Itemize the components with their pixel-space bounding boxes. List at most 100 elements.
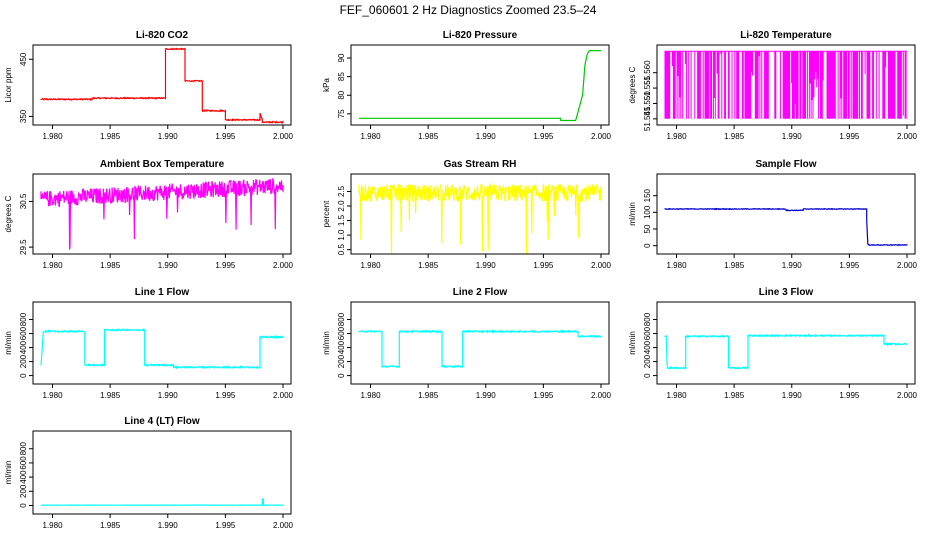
x-tick-label: 1.985 (724, 391, 745, 400)
y-tick-label: 51.545 (643, 106, 652, 131)
chart-title: Line 3 Flow (759, 287, 814, 298)
y-tick-label: 2.5 (337, 185, 346, 197)
y-tick-label: 400 (643, 340, 652, 354)
y-axis-label: Licor ppm (4, 67, 13, 102)
x-tick-label: 1.990 (158, 261, 179, 270)
chart-6: Sample Flow ml/min 1.980 1.985 1.990 1.995 2.0… (628, 159, 918, 270)
y-tick-label: 600 (337, 326, 346, 340)
y-tick-label: 51.550 (643, 91, 652, 116)
y-tick-label: 400 (337, 340, 346, 354)
chart-title: Line 1 Flow (135, 287, 190, 298)
plot-frame (350, 44, 610, 126)
y-tick-label: 0 (337, 373, 346, 378)
y-axis-label: ml/min (628, 331, 637, 355)
x-tick-label: 1.990 (782, 261, 803, 270)
y-tick-label: 1.5 (337, 214, 346, 226)
chart-title: Gas Stream RH (444, 159, 517, 170)
x-tick-label: 1.995 (839, 391, 860, 400)
x-tick-label: 1.990 (158, 132, 179, 141)
y-tick-label: 400 (19, 470, 28, 484)
x-tick-label: 1.995 (215, 261, 236, 270)
x-tick-label: 1.990 (782, 391, 803, 400)
y-tick-label: 400 (19, 340, 28, 354)
x-tick-label: 1.980 (43, 132, 64, 141)
y-tick-label: 800 (643, 312, 652, 326)
y-axis-label: ml/min (322, 331, 331, 355)
y-tick-label: 200 (643, 354, 652, 368)
y-tick-label: 90 (337, 53, 346, 62)
x-tick-label: 1.990 (476, 261, 497, 270)
y-tick-label: 800 (337, 312, 346, 326)
y-tick-label: 29.5 (19, 239, 28, 255)
x-tick-label: 1.985 (100, 132, 121, 141)
y-tick-label: 600 (19, 326, 28, 340)
y-tick-label: 800 (19, 442, 28, 456)
x-tick-label: 1.995 (533, 391, 554, 400)
x-tick-label: 1.995 (839, 261, 860, 270)
y-tick-label: 600 (643, 326, 652, 340)
x-tick-label: 1.980 (361, 132, 382, 141)
y-tick-label: 51.560 (643, 60, 652, 85)
y-tick-label: 0 (643, 373, 652, 378)
x-tick-label: 2.000 (273, 391, 294, 400)
x-tick-label: 1.995 (215, 132, 236, 141)
x-tick-label: 2.000 (897, 132, 918, 141)
chart-title: Ambient Box Temperature (100, 159, 225, 170)
x-tick-label: 1.980 (43, 261, 64, 270)
plot-frame (656, 173, 916, 255)
series-line (664, 207, 908, 247)
series-line (40, 47, 284, 124)
y-tick-label: 100 (643, 205, 652, 219)
figure-title: FEF_060601 2 Hz Diagnostics Zoomed 23.5–… (340, 3, 597, 17)
panels: Li-820 CO2 Licor ppm 1.980 1.985 1.990 1.995 2… (4, 30, 918, 530)
series-line (358, 182, 602, 254)
plot-frame (656, 44, 916, 126)
x-tick-label: 1.985 (724, 132, 745, 141)
y-axis-label: ml/min (4, 331, 13, 355)
chart-1: Li-820 CO2 Licor ppm 1.980 1.985 1.990 1.995 2… (4, 30, 294, 141)
x-tick-label: 1.980 (43, 521, 64, 530)
chart-title: Li-820 Pressure (443, 30, 518, 41)
chart-9: Line 3 Flow ml/min 1.980 1.985 1.990 1.995 2.0… (628, 287, 918, 400)
y-tick-label: 30.5 (19, 193, 28, 209)
plot-frame (656, 301, 916, 385)
x-tick-label: 1.990 (158, 391, 179, 400)
x-tick-label: 1.980 (667, 261, 688, 270)
series-line (359, 49, 601, 122)
series-line (40, 498, 284, 507)
x-tick-label: 2.000 (273, 261, 294, 270)
x-tick-label: 1.985 (100, 391, 121, 400)
y-tick-label: 600 (19, 456, 28, 470)
plot-frame (32, 430, 292, 515)
plot-frame (32, 44, 292, 126)
x-tick-label: 1.980 (361, 261, 382, 270)
chart-title: Li-820 Temperature (740, 30, 832, 41)
x-tick-label: 2.000 (273, 132, 294, 141)
y-tick-label: 450 (19, 52, 28, 66)
x-tick-label: 1.985 (100, 261, 121, 270)
y-axis-label: ml/min (628, 202, 637, 226)
y-axis-label: degrees C (628, 66, 637, 103)
y-tick-label: 50 (643, 224, 652, 233)
x-tick-label: 2.000 (591, 132, 612, 141)
x-tick-label: 1.995 (215, 521, 236, 530)
plot-frame (32, 173, 292, 255)
chart-2: Li-820 Pressure kPa 1.980 1.985 1.990 1.995 2.… (322, 30, 612, 141)
series-line (40, 178, 284, 250)
series-line (664, 333, 908, 371)
y-tick-label: 200 (337, 354, 346, 368)
chart-8: Line 2 Flow ml/min 1.980 1.985 1.990 1.995 2.0… (322, 287, 612, 400)
series-line (358, 329, 602, 369)
x-tick-label: 1.995 (215, 391, 236, 400)
x-tick-label: 1.985 (418, 261, 439, 270)
chart-title: Line 4 (LT) Flow (124, 416, 200, 427)
plot-frame (350, 173, 610, 255)
chart-7: Line 1 Flow ml/min 1.980 1.985 1.990 1.995 2.0… (4, 287, 294, 400)
chart-title: Li-820 CO2 (136, 30, 189, 41)
y-tick-label: 150 (643, 188, 652, 202)
chart-title: Line 2 Flow (453, 287, 508, 298)
x-tick-label: 1.980 (361, 391, 382, 400)
chart-5: Gas Stream RH percent 1.980 1.985 1.990 1.995… (322, 159, 612, 270)
plot-frame (350, 301, 610, 385)
y-tick-label: 350 (19, 109, 28, 123)
